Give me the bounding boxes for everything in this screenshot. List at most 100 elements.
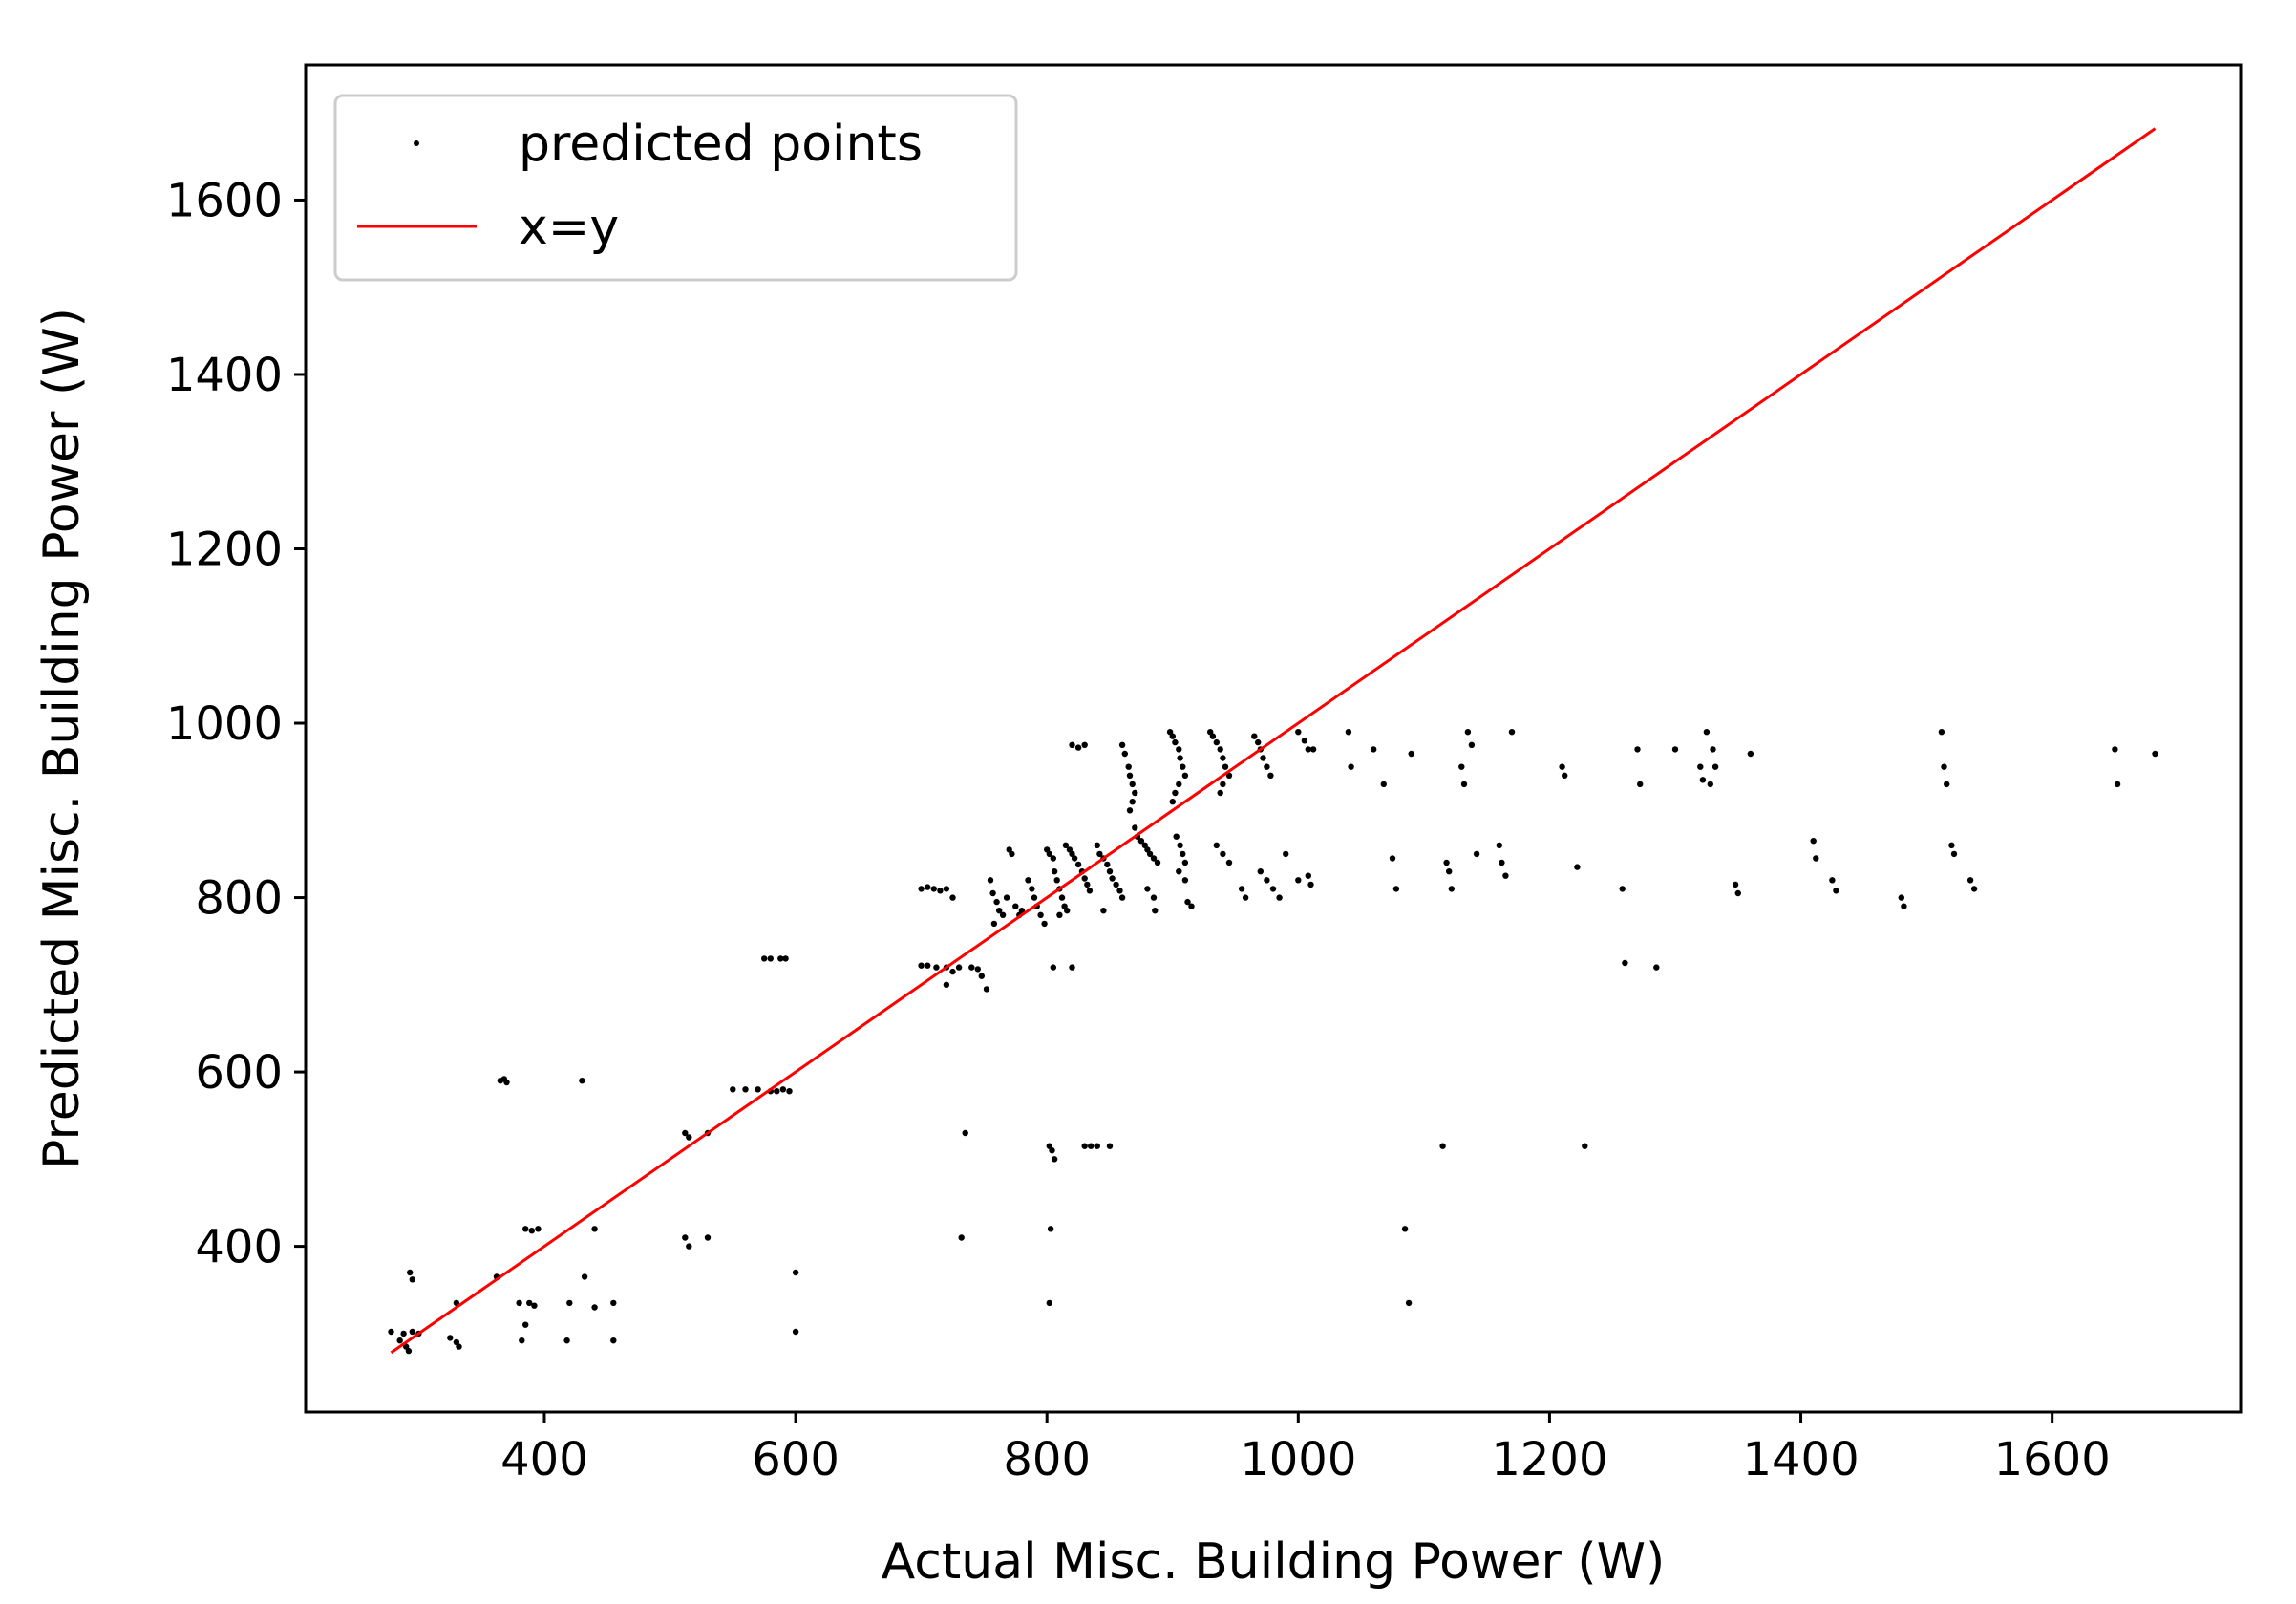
data-point: [2152, 750, 2158, 758]
x-tick-label: 1600: [1994, 1433, 2111, 1486]
data-point: [591, 1304, 598, 1311]
x-tick-label: 1000: [1240, 1433, 1356, 1486]
data-point: [1707, 781, 1714, 788]
data-point: [1109, 875, 1116, 882]
data-point: [1747, 750, 1754, 758]
data-point: [1094, 842, 1101, 848]
data-point: [591, 1226, 598, 1232]
data-point: [409, 1276, 415, 1283]
data-point: [1499, 859, 1505, 866]
legend-label-points: predicted points: [519, 116, 923, 173]
data-point: [1106, 1143, 1114, 1149]
data-point: [1137, 838, 1145, 845]
data-point: [1220, 850, 1226, 858]
data-point: [1508, 729, 1516, 736]
data-point: [1056, 911, 1063, 918]
data-point: [1255, 738, 1262, 746]
data-point: [1901, 903, 1907, 909]
data-point: [1081, 875, 1088, 882]
data-point: [949, 968, 956, 975]
data-point: [1069, 964, 1075, 971]
data-point: [405, 1347, 413, 1355]
data-point: [1018, 908, 1026, 914]
data-point: [1088, 1143, 1095, 1149]
x-tick-label: 1200: [1491, 1433, 1607, 1486]
data-point: [1051, 1156, 1058, 1163]
data-point: [1238, 886, 1245, 892]
y-tick-label: 1600: [166, 174, 283, 227]
data-point: [1220, 755, 1226, 761]
data-point: [1473, 850, 1480, 858]
data-point: [1269, 886, 1277, 892]
data-point: [610, 1299, 617, 1307]
data-point: [500, 1076, 508, 1082]
data-point: [1948, 842, 1955, 848]
data-point: [1970, 886, 1978, 892]
data-point: [531, 1302, 538, 1309]
data-point: [1181, 859, 1189, 866]
data-point: [1086, 888, 1094, 894]
data-point: [730, 1086, 736, 1093]
data-point: [1176, 746, 1182, 753]
data-point: [1389, 855, 1396, 862]
data-point: [1125, 763, 1132, 770]
data-point: [1062, 842, 1070, 848]
data-point: [1619, 886, 1626, 892]
data-point: [1118, 741, 1126, 748]
data-point: [1833, 888, 1839, 894]
data-point: [1225, 859, 1233, 866]
x-tick-label: 400: [500, 1433, 588, 1486]
data-point: [1169, 799, 1177, 805]
xy-line-series: [390, 127, 2157, 1355]
data-point: [1053, 877, 1060, 884]
data-point: [2112, 746, 2118, 753]
data-point: [522, 1321, 529, 1328]
predicted-points-series: [388, 729, 2158, 1355]
data-point: [1213, 738, 1221, 746]
data-point: [1699, 777, 1707, 783]
data-point: [937, 888, 944, 894]
data-point: [1169, 733, 1177, 739]
data-point: [987, 877, 994, 884]
data-point: [1129, 781, 1136, 788]
data-point: [1950, 850, 1958, 858]
data-point: [1458, 763, 1465, 770]
data-point: [1703, 729, 1711, 736]
data-point: [1283, 850, 1289, 858]
data-point: [1697, 763, 1704, 770]
data-point: [1146, 850, 1154, 858]
data-point: [1348, 763, 1354, 770]
data-point: [1443, 859, 1450, 866]
data-point: [1448, 886, 1456, 892]
data-point: [990, 920, 998, 928]
data-point: [1121, 750, 1129, 758]
data-point: [1305, 872, 1312, 879]
plot-area: [304, 63, 2243, 1414]
data-point: [1176, 781, 1182, 788]
data-point: [1813, 855, 1819, 862]
data-point: [1154, 859, 1161, 866]
data-point: [1276, 894, 1283, 901]
data-point: [792, 1269, 799, 1276]
data-point: [1380, 781, 1388, 788]
data-point: [1132, 824, 1138, 831]
data-point: [566, 1299, 573, 1307]
data-point: [918, 886, 925, 892]
data-point: [962, 1129, 968, 1137]
data-point: [682, 1234, 689, 1241]
data-point: [1464, 729, 1472, 736]
data-point: [1184, 898, 1191, 906]
data-point: [968, 964, 975, 971]
data-point: [1113, 881, 1119, 888]
data-point: [1031, 894, 1038, 901]
data-point: [943, 886, 950, 892]
data-point: [999, 911, 1007, 918]
data-point: [1345, 729, 1352, 736]
data-point: [1096, 850, 1103, 858]
data-point: [958, 1234, 965, 1241]
data-point: [1267, 772, 1274, 779]
y-tick-label: 1200: [166, 524, 283, 577]
data-point: [1047, 1226, 1054, 1232]
data-point: [1188, 903, 1195, 909]
data-point: [955, 964, 963, 971]
